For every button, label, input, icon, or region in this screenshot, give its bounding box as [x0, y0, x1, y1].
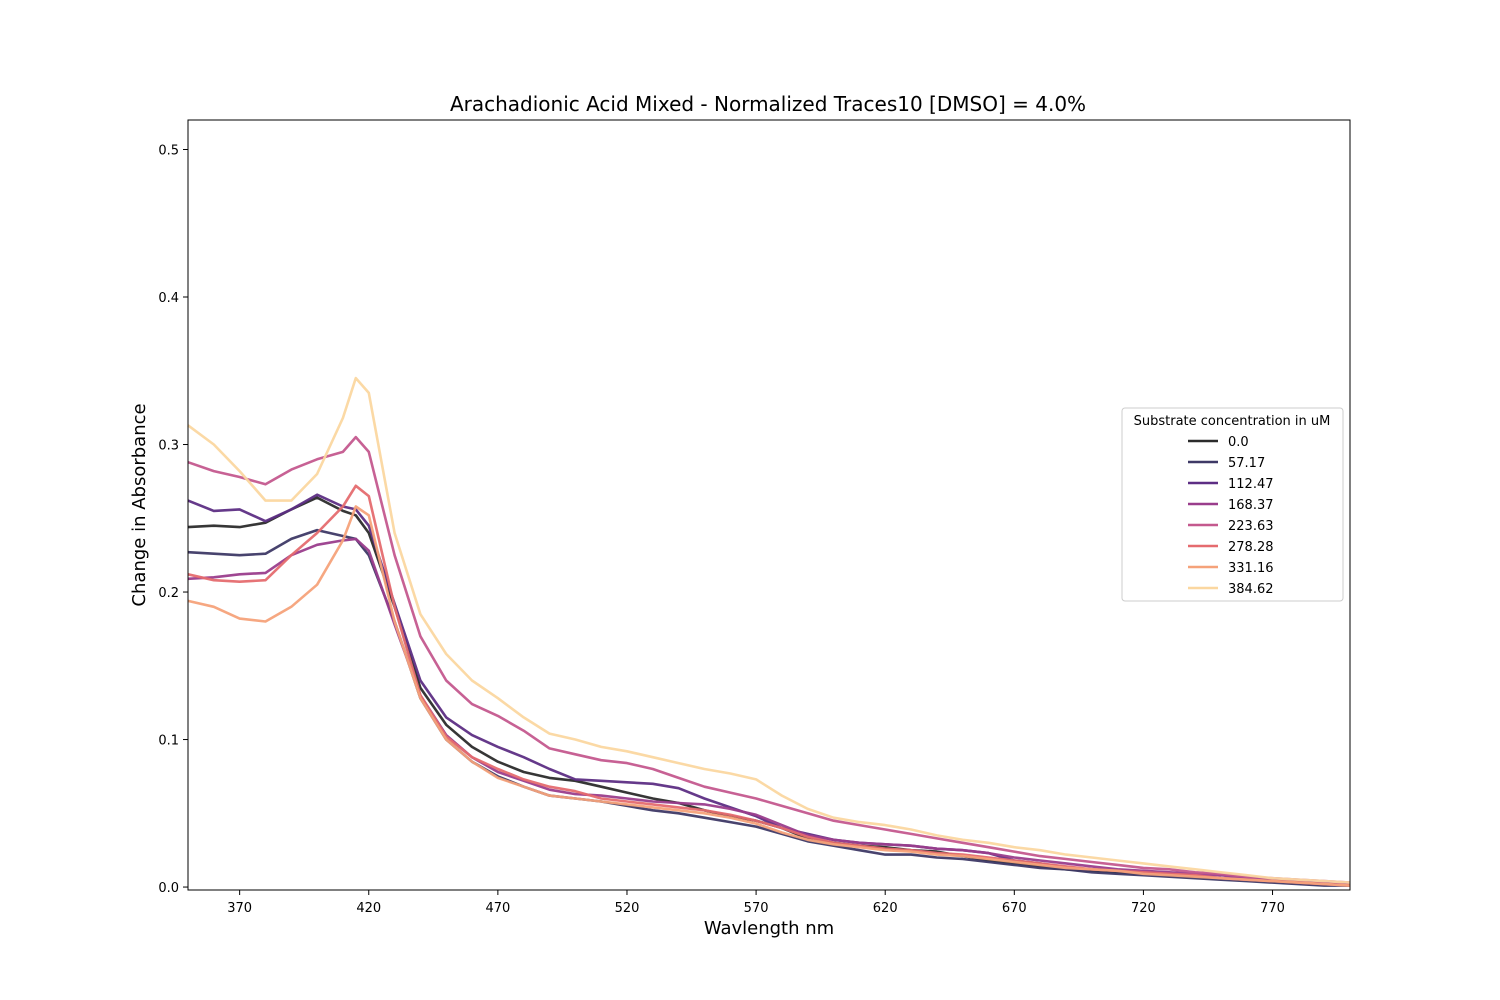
- series-line-3: [187, 537, 1351, 886]
- legend-label: 331.16: [1228, 561, 1274, 576]
- chart-title: Arachadionic Acid Mixed - Normalized Tra…: [450, 92, 1086, 116]
- legend-items: 0.0 57.17 112.47 168.37 223.63 278.28 331.16 38…: [1188, 435, 1274, 597]
- series-line-4: [187, 435, 1351, 884]
- y-tick-label: 0.4: [158, 291, 179, 306]
- y-tick-label: 0.0: [158, 881, 179, 896]
- y-tick-label: 0.1: [158, 734, 179, 749]
- x-tick-label: 420: [356, 901, 381, 916]
- series-line-5: [187, 484, 1351, 887]
- series-line-1: [187, 528, 1350, 887]
- legend-entry: 57.17: [1188, 456, 1265, 471]
- y-axis: 0.0 0.1 0.2 0.3 0.4 0.5: [158, 144, 188, 896]
- x-tick-label: 670: [1002, 901, 1027, 916]
- x-tick-label: 620: [873, 901, 898, 916]
- y-axis-label: Change in Absorbance: [129, 403, 150, 606]
- y-tick-label: 0.5: [158, 144, 179, 159]
- series-line-7: [187, 376, 1351, 884]
- x-tick-label: 570: [744, 901, 769, 916]
- legend-title: Substrate concentration in uM: [1134, 414, 1331, 429]
- legend-entry: 0.0: [1188, 435, 1249, 450]
- y-tick-label: 0.2: [158, 586, 179, 601]
- legend-entry: 112.47: [1188, 477, 1274, 492]
- legend-entry: 168.37: [1188, 498, 1274, 513]
- x-tick-label: 470: [485, 901, 510, 916]
- legend-label: 112.47: [1228, 477, 1274, 492]
- legend-entry: 278.28: [1188, 540, 1274, 555]
- x-axis: 370 420 470 520 570 620 670 720 770: [227, 890, 1285, 916]
- legend-entry: 223.63: [1188, 519, 1274, 534]
- plot-lines: [187, 376, 1351, 887]
- x-tick-label: 370: [227, 901, 252, 916]
- legend-label: 57.17: [1228, 456, 1265, 471]
- x-tick-label: 520: [615, 901, 640, 916]
- legend: Substrate concentration in uM 0.0 57.17 11…: [1121, 407, 1344, 602]
- x-tick-label: 770: [1260, 901, 1285, 916]
- y-tick-label: 0.3: [158, 439, 179, 454]
- legend-entry: 384.62: [1188, 582, 1274, 597]
- x-tick-label: 720: [1131, 901, 1156, 916]
- legend-entry: 331.16: [1188, 561, 1274, 576]
- legend-label: 168.37: [1228, 498, 1274, 513]
- legend-label: 223.63: [1228, 519, 1274, 534]
- legend-label: 384.62: [1228, 582, 1274, 597]
- plot-frame: [187, 119, 1351, 891]
- x-axis-label: Wavlength nm: [704, 918, 834, 939]
- legend-box: [1121, 407, 1344, 602]
- series-line-6: [187, 505, 1351, 887]
- legend-label: 278.28: [1228, 540, 1274, 555]
- legend-label: 0.0: [1228, 435, 1249, 450]
